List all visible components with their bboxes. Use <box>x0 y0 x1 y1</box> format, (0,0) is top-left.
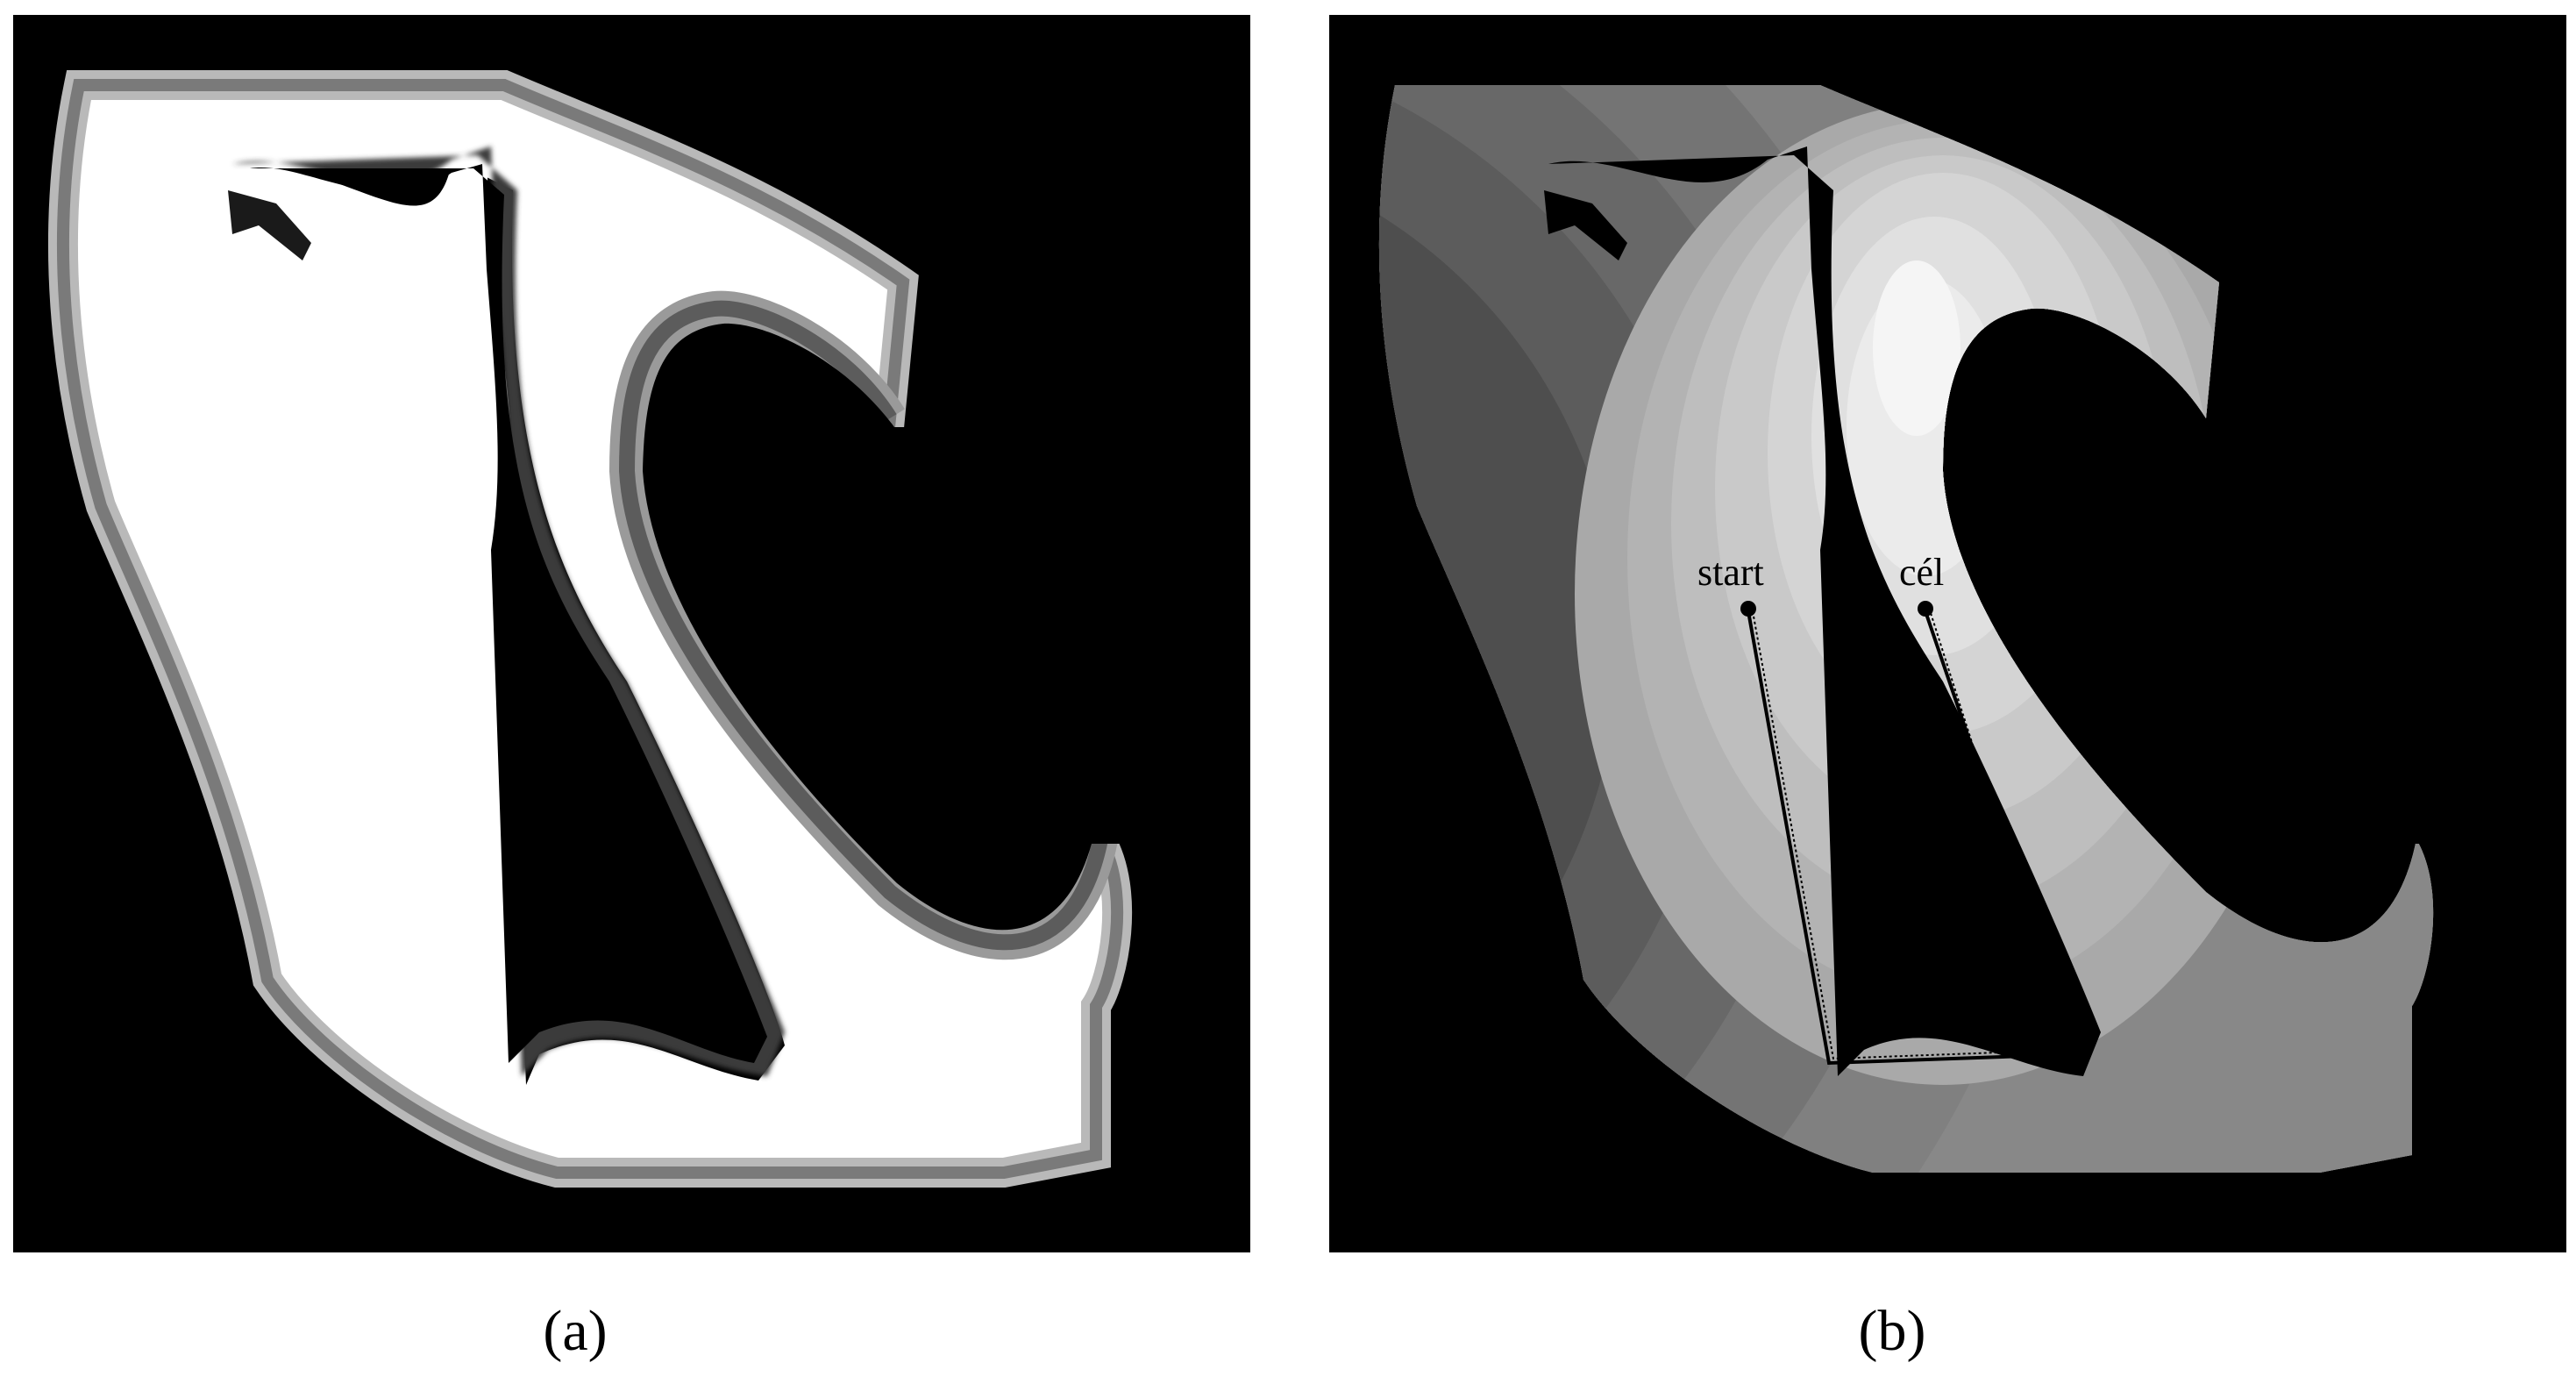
start-label: start <box>1697 551 1764 594</box>
wavefront-panel: start cél <box>1329 15 2566 1252</box>
wavefront-image: start cél <box>1378 85 2566 1173</box>
distance-transform-panel <box>13 15 1250 1252</box>
goal-point <box>1918 601 1933 617</box>
start-point <box>1740 601 1756 617</box>
goal-label: cél <box>1899 551 1944 594</box>
caption-b: (b) <box>1858 1299 1926 1363</box>
planned-path <box>1747 610 2077 1066</box>
distance-transform-image <box>47 70 1250 1188</box>
caption-a: (a) <box>543 1299 608 1363</box>
